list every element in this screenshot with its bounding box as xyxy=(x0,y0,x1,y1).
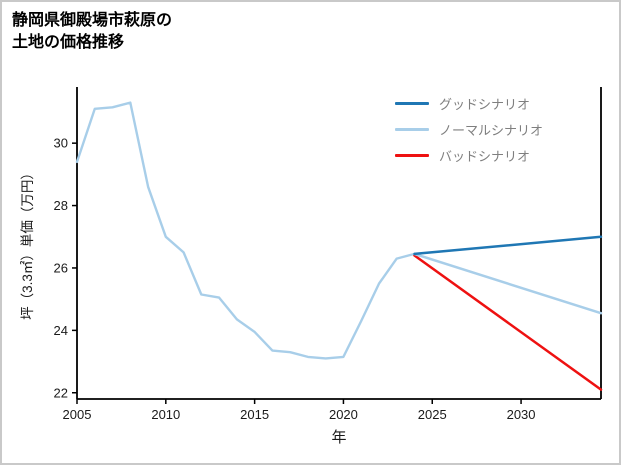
y-axis-tick-label: 30 xyxy=(54,136,68,151)
y-axis-tick-label: 28 xyxy=(54,198,68,213)
y-axis-label: 坪（3.3㎡）単価（万円） xyxy=(20,166,35,320)
legend-item-normal: ノーマルシナリオ xyxy=(395,116,543,142)
series-line-ノーマルシナリオ xyxy=(413,252,603,315)
x-axis-label: 年 xyxy=(331,429,346,446)
chart-title-line2: 土地の価格推移 xyxy=(12,34,125,52)
y-axis-tick-label: 26 xyxy=(54,260,68,275)
x-axis-tick-label: 2030 xyxy=(507,407,536,422)
bad-scenario-line-swatch-icon xyxy=(395,153,429,157)
good-scenario-line-swatch-icon xyxy=(395,101,429,105)
x-axis-tick-label: 2025 xyxy=(418,407,447,422)
series-line-実績（ノーマル色） xyxy=(75,101,416,360)
x-axis-tick-label: 2010 xyxy=(151,407,180,422)
series-line-グッドシナリオ xyxy=(413,235,603,256)
x-axis-tick-label: 2005 xyxy=(63,407,92,422)
legend-item-good: グッドシナリオ xyxy=(395,90,543,116)
chart-title: 静岡県御殿場市萩原の 土地の価格推移 xyxy=(12,10,172,55)
y-axis-tick-label: 22 xyxy=(54,385,68,400)
legend-label-bad: バッドシナリオ xyxy=(439,148,531,164)
normal-scenario-line-swatch-icon xyxy=(395,127,429,131)
y-axis-tick-label: 24 xyxy=(54,323,68,338)
series-line-バッドシナリオ xyxy=(413,254,603,391)
legend-label-good: グッドシナリオ xyxy=(439,96,531,112)
chart-title-line1: 静岡県御殿場市萩原の xyxy=(12,12,173,29)
legend: グッドシナリオ ノーマルシナリオ バッドシナリオ xyxy=(395,90,543,168)
legend-label-normal: ノーマルシナリオ xyxy=(439,122,544,138)
x-axis-tick-label: 2015 xyxy=(240,407,269,422)
legend-item-bad: バッドシナリオ xyxy=(395,142,543,168)
x-axis-tick-label: 2020 xyxy=(329,407,358,422)
